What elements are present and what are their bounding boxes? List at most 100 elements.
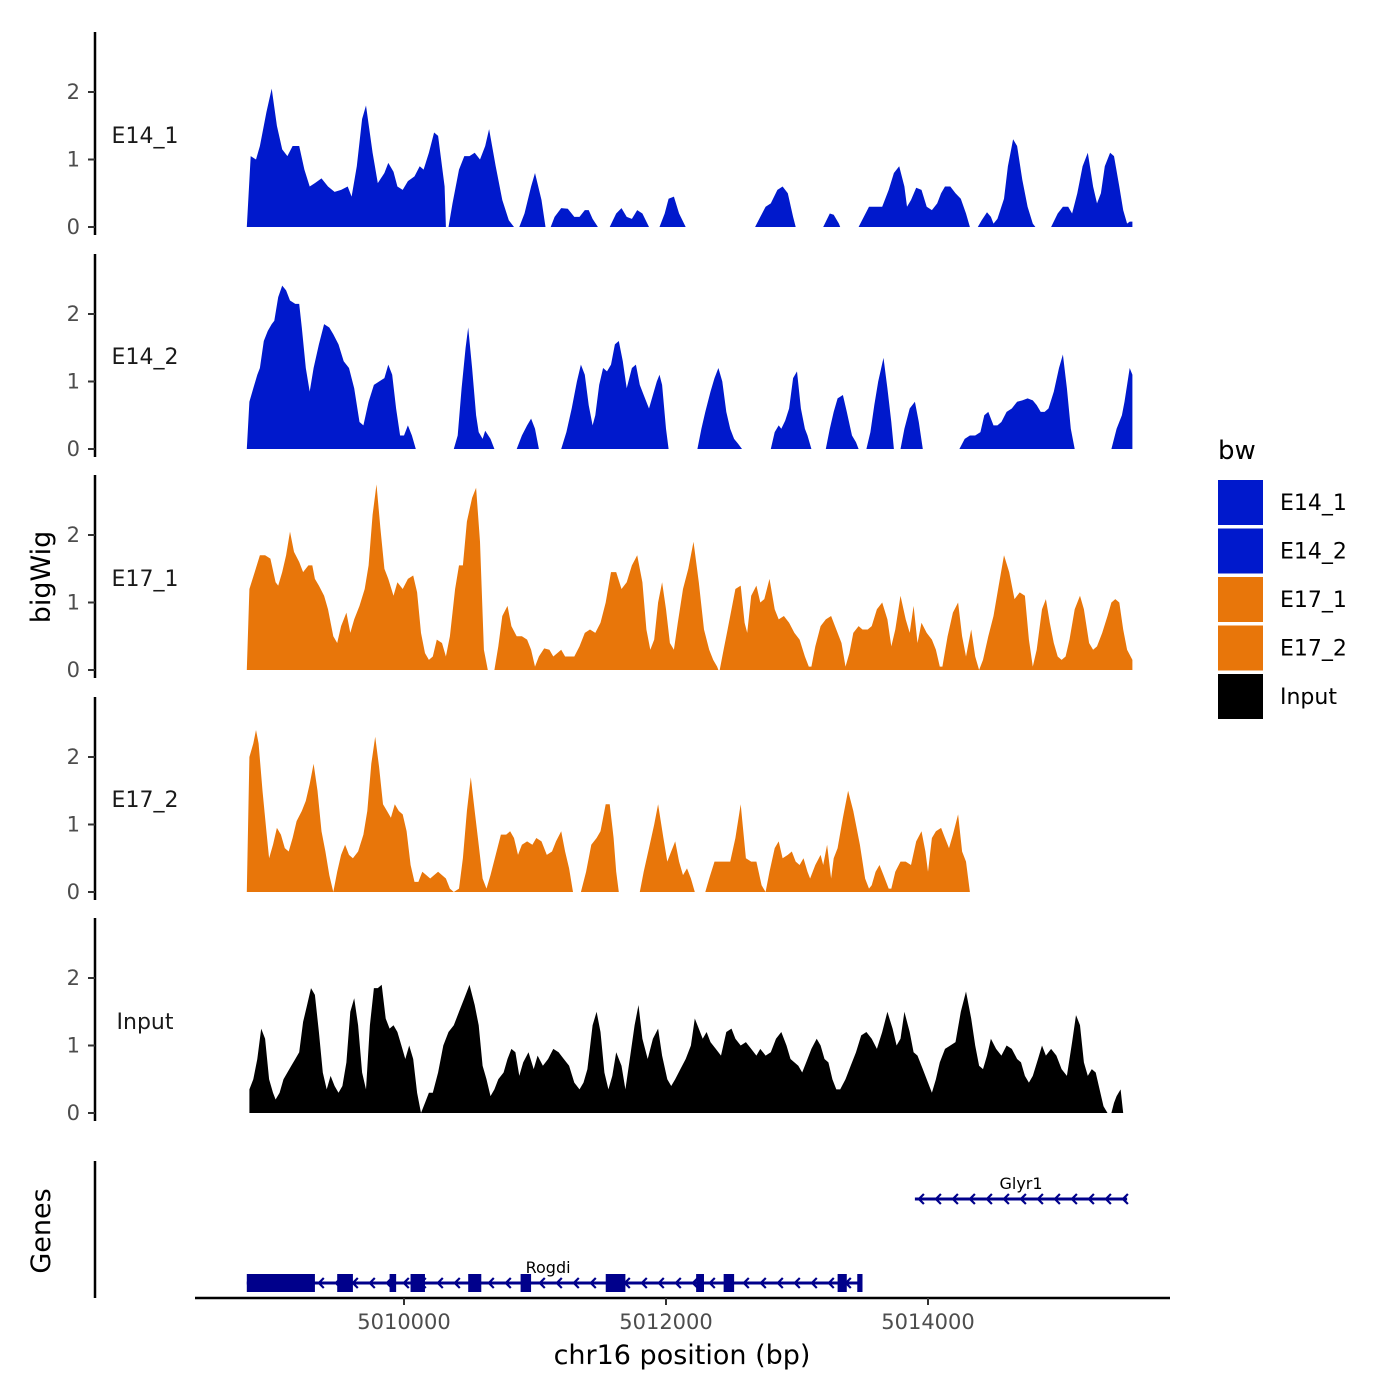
y-tick-label: 1 (67, 813, 80, 837)
gene-glyr1: Glyr1 (914, 1174, 1129, 1205)
legend-label: E14_1 (1280, 491, 1347, 516)
strand-arrow (1053, 1193, 1061, 1205)
y-tick-label: 0 (67, 437, 80, 461)
track-label: Input (117, 1010, 174, 1035)
legend-swatch (1218, 625, 1263, 671)
strand-arrow (793, 1277, 801, 1289)
y-tick-label: 1 (67, 591, 80, 615)
x-axis-title: chr16 position (bp) (554, 1340, 811, 1371)
strand-arrow (436, 1277, 444, 1289)
strand-arrow (968, 1193, 976, 1205)
strand-arrow (657, 1277, 665, 1289)
strand-arrow (368, 1277, 376, 1289)
strand-arrow (951, 1193, 959, 1205)
exon (605, 1274, 626, 1292)
exon (246, 1274, 315, 1292)
strand-arrow (934, 1193, 942, 1205)
strand-arrow (810, 1277, 818, 1289)
coverage-area-e14-1 (246, 88, 1133, 227)
legend-label: E17_1 (1280, 588, 1347, 613)
exon (520, 1274, 532, 1292)
legend-item-e14-2: E14_2 (1218, 528, 1347, 574)
strand-arrow (504, 1277, 512, 1289)
legend-item-e14-1: E14_1 (1218, 480, 1347, 525)
strand-arrow (1087, 1193, 1095, 1205)
strand-arrow (572, 1277, 580, 1289)
strand-arrow (555, 1277, 563, 1289)
exon (857, 1274, 863, 1292)
legend-swatch (1218, 480, 1263, 525)
coverage-area-e17-2 (246, 730, 970, 892)
y-tick-label: 0 (67, 215, 80, 239)
legend-label: Input (1280, 685, 1337, 710)
exon (410, 1274, 425, 1292)
y-axis-title: bigWig (26, 531, 57, 624)
strand-arrow (538, 1277, 546, 1289)
exon (837, 1274, 847, 1292)
x-tick-label: 5012000 (619, 1310, 713, 1334)
y-tick-label: 2 (67, 80, 80, 104)
track-input: 0 1 2 Input (67, 918, 1124, 1125)
strand-arrow (1002, 1193, 1010, 1205)
y-tick-label: 0 (67, 658, 80, 682)
legend-swatch (1218, 674, 1263, 719)
genes-panel: Glyr1 Rogdi (93, 1161, 1129, 1298)
legend: bw E14_1 E14_2 E17_1 E17_2 Input (1218, 436, 1347, 719)
exon (337, 1274, 353, 1292)
y-tick-label: 0 (67, 1101, 80, 1125)
strand-arrow (1036, 1193, 1044, 1205)
x-tick-label: 5014000 (881, 1310, 975, 1334)
track-label: E17_1 (112, 567, 179, 592)
exon (468, 1274, 482, 1292)
strand-arrow (708, 1277, 716, 1289)
y-tick-label: 2 (67, 523, 80, 547)
y-tick-label: 0 (67, 880, 80, 904)
exon (389, 1274, 397, 1292)
coverage-area-e17-1 (246, 484, 1133, 670)
genes-panel-title: Genes (26, 1188, 57, 1273)
track-e17-1: 0 1 2 E17_1 (67, 475, 1133, 682)
strand-arrow (402, 1277, 410, 1289)
strand-arrow (674, 1277, 682, 1289)
y-tick-label: 1 (67, 1034, 80, 1058)
y-tick-label: 2 (67, 966, 80, 990)
legend-swatch (1218, 577, 1263, 622)
strand-arrow (453, 1277, 461, 1289)
strand-arrow (827, 1277, 835, 1289)
legend-item-e17-2: E17_2 (1218, 625, 1347, 671)
strand-arrow (589, 1277, 597, 1289)
track-e17-2: 0 1 2 E17_2 (67, 697, 970, 904)
x-axis: 5010000 5012000 5014000 (195, 1296, 1170, 1334)
gene-rogdi: Rogdi (246, 1258, 863, 1292)
gene-label: Rogdi (526, 1258, 571, 1277)
bigwig-tracks: 0 1 2 E14_1 0 1 2 E14_2 0 1 2 E17_1 0 1 2 E17_2 0 1 2 Input (67, 32, 1133, 1125)
strand-arrow (1070, 1193, 1078, 1205)
legend-label: E17_2 (1280, 637, 1347, 662)
coverage-area-e14-2 (246, 285, 1133, 449)
coverage-area-input (249, 984, 1124, 1113)
track-e14-2: 0 1 2 E14_2 (67, 254, 1133, 461)
strand-arrow (917, 1193, 925, 1205)
strand-arrow (1121, 1193, 1129, 1205)
track-e14-1: 0 1 2 E14_1 (67, 32, 1133, 239)
exon (723, 1274, 735, 1292)
strand-arrow (1019, 1193, 1027, 1205)
legend-title: bw (1218, 436, 1256, 466)
track-label: E14_1 (112, 124, 179, 149)
strand-arrow (742, 1277, 750, 1289)
legend-item-e17-1: E17_1 (1218, 577, 1347, 622)
legend-label: E14_2 (1280, 540, 1347, 565)
legend-item-input: Input (1218, 674, 1337, 719)
track-label: E14_2 (112, 345, 179, 370)
legend-swatch (1218, 528, 1263, 574)
strand-arrow (1104, 1193, 1112, 1205)
strand-arrow (317, 1277, 325, 1289)
strand-arrow (640, 1277, 648, 1289)
y-tick-label: 2 (67, 302, 80, 326)
gene-label: Glyr1 (999, 1174, 1042, 1193)
track-label: E17_2 (112, 788, 179, 813)
strand-arrow (776, 1277, 784, 1289)
x-tick-label: 5010000 (357, 1310, 451, 1334)
y-tick-label: 1 (67, 370, 80, 394)
